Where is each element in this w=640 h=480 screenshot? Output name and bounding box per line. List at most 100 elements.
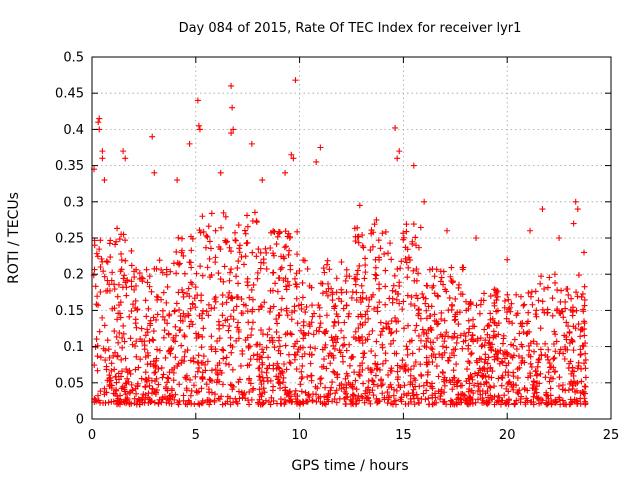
- data-point: [121, 338, 128, 345]
- data-point: [582, 350, 589, 357]
- data-point: [537, 346, 544, 353]
- data-point: [492, 348, 499, 355]
- data-point: [211, 304, 218, 311]
- data-point: [120, 330, 127, 337]
- y-tick-label: 0.05: [55, 376, 84, 391]
- data-point: [288, 316, 295, 323]
- data-point: [318, 363, 325, 370]
- data-point: [99, 258, 106, 265]
- data-point: [276, 229, 283, 236]
- data-point: [396, 283, 403, 289]
- data-point: [357, 320, 364, 327]
- data-point: [407, 366, 414, 373]
- data-point: [271, 228, 278, 235]
- data-point: [443, 227, 450, 234]
- data-point: [391, 350, 398, 357]
- data-point: [321, 400, 328, 407]
- data-point: [286, 359, 293, 366]
- data-point: [284, 312, 291, 319]
- data-point: [434, 321, 441, 328]
- data-point: [435, 388, 442, 395]
- data-point: [410, 363, 417, 370]
- data-point: [539, 397, 546, 404]
- data-point: [582, 340, 589, 347]
- data-point: [324, 257, 331, 264]
- data-point: [376, 256, 383, 263]
- data-point: [260, 349, 267, 356]
- data-point: [290, 155, 297, 162]
- data-point: [403, 228, 410, 235]
- data-point: [103, 366, 110, 373]
- data-point: [104, 287, 111, 294]
- data-point: [474, 380, 481, 387]
- data-point: [404, 246, 411, 253]
- data-point: [366, 397, 373, 404]
- data-point: [122, 279, 129, 286]
- chart-title: Day 084 of 2015, Rate Of TEC Index for r…: [179, 21, 522, 36]
- data-point: [265, 354, 272, 361]
- data-point: [364, 308, 371, 315]
- data-point: [293, 270, 300, 277]
- data-point: [459, 291, 466, 298]
- data-point: [388, 317, 395, 324]
- data-point: [545, 369, 552, 376]
- data-point: [151, 399, 158, 406]
- data-point: [365, 378, 372, 385]
- data-point: [195, 331, 202, 338]
- data-point: [244, 223, 251, 230]
- data-point: [374, 398, 381, 405]
- data-point: [360, 380, 367, 387]
- data-point: [293, 281, 300, 288]
- data-point: [495, 392, 502, 399]
- data-point: [443, 329, 450, 336]
- data-point: [131, 268, 138, 275]
- data-point: [534, 379, 541, 386]
- data-point: [291, 356, 298, 363]
- data-point: [491, 300, 498, 307]
- data-point: [253, 253, 260, 260]
- data-point: [577, 346, 584, 353]
- data-point: [254, 275, 261, 282]
- data-point: [446, 377, 453, 384]
- data-point: [380, 325, 387, 332]
- data-point: [116, 329, 123, 336]
- data-point: [577, 395, 584, 402]
- data-point: [208, 346, 215, 353]
- data-point: [417, 315, 424, 322]
- data-point: [521, 301, 528, 308]
- data-point: [390, 386, 397, 393]
- data-point: [216, 396, 223, 403]
- data-point: [352, 377, 359, 384]
- data-point: [392, 124, 399, 131]
- data-point: [520, 329, 527, 336]
- data-point: [483, 380, 490, 387]
- data-point: [349, 400, 356, 407]
- data-point: [365, 384, 372, 391]
- data-point: [465, 329, 472, 336]
- data-point: [332, 339, 339, 346]
- data-point: [232, 237, 239, 244]
- data-point: [385, 320, 392, 327]
- data-point: [189, 301, 196, 308]
- data-point: [485, 339, 492, 346]
- data-point: [557, 346, 564, 353]
- y-tick-label: 0.2: [63, 268, 84, 283]
- data-point: [388, 365, 395, 372]
- data-point: [247, 356, 254, 363]
- data-point: [215, 244, 222, 251]
- data-point: [510, 381, 517, 388]
- data-point: [95, 119, 102, 126]
- data-point: [232, 237, 239, 244]
- data-point: [250, 281, 257, 288]
- data-point: [360, 354, 367, 361]
- data-point: [112, 241, 119, 248]
- data-point: [542, 374, 549, 381]
- data-point: [168, 345, 175, 352]
- data-point: [309, 397, 316, 404]
- data-point: [208, 272, 215, 279]
- data-point: [479, 395, 486, 402]
- data-point: [269, 269, 276, 276]
- data-point: [371, 305, 378, 312]
- data-point: [309, 397, 316, 404]
- data-point: [304, 265, 311, 272]
